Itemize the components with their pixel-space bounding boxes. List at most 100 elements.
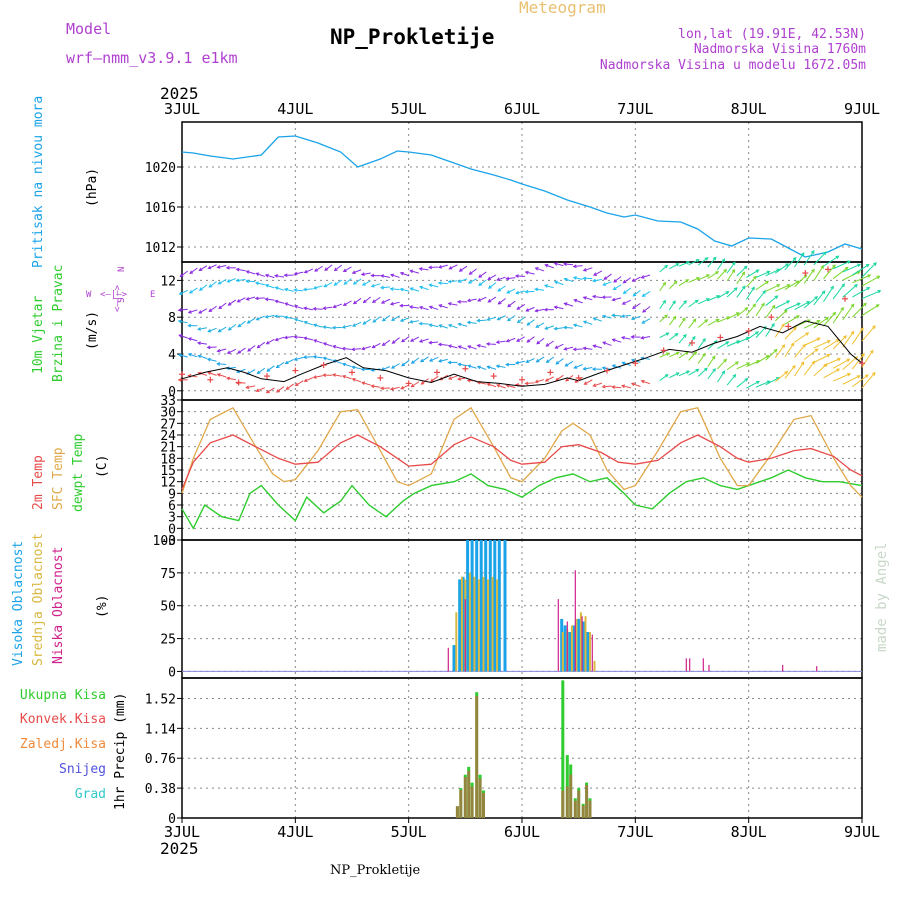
wind-arrow-head (640, 379, 645, 384)
wind-arrow-head (814, 296, 819, 300)
wind-arrow-head (505, 338, 510, 343)
wind-arrow-head (686, 261, 691, 265)
wind-arrow-head (341, 346, 346, 351)
wind-arrow (286, 383, 294, 390)
wind-arrow-head (187, 310, 192, 314)
wind-arrow-head (832, 311, 837, 316)
wind-arrow-head (495, 364, 500, 369)
cloud-bar (584, 616, 587, 672)
wind-arrow-head (665, 352, 670, 356)
wind-arrow (313, 356, 323, 359)
wind-arrow (602, 315, 612, 319)
wind-arrow-head (255, 388, 260, 392)
wind-arrow-head (781, 344, 785, 349)
cloud-bar (557, 599, 559, 672)
wind-arrow-head (611, 297, 616, 302)
wind-arrow (851, 327, 864, 345)
wind-arrow (429, 341, 439, 344)
wind-arrow-head (457, 345, 462, 349)
day-label-top: 6JUL (504, 100, 540, 118)
wind-arrow (467, 365, 477, 369)
wind-arrow-head (743, 265, 748, 270)
cloud-bar (455, 612, 458, 672)
wind-arrow (265, 284, 275, 289)
wind-arrow-head (352, 281, 357, 285)
wind-arrow-head (437, 359, 443, 363)
wind-arrow (236, 268, 246, 272)
wind-arrow (459, 265, 468, 272)
wind-arrow-head (796, 302, 801, 307)
cloud-bar (479, 540, 483, 672)
wind-arrow (516, 303, 526, 310)
wind-arrow-head (430, 378, 434, 383)
wind-arrow (563, 263, 574, 266)
wind-arrow (361, 345, 371, 350)
wind-arrow (563, 326, 574, 329)
wind-arrow-head (447, 324, 452, 328)
wind-arrow-head (786, 300, 791, 304)
wind-arrow-head (322, 325, 327, 329)
wind-arrow-head (525, 359, 530, 363)
wind-arrow (746, 276, 757, 288)
wind-arrow-head (683, 300, 688, 304)
wind-arrow (497, 285, 506, 292)
wind-arrow-head (620, 314, 625, 318)
cloud-bar (488, 540, 492, 672)
wind-arrow (517, 316, 526, 323)
wind-arrow-head (621, 384, 626, 389)
year-top: 2025 (160, 84, 199, 103)
wind-arrow (400, 272, 410, 277)
wind-arrow (467, 298, 477, 302)
wind-arrow-head (216, 348, 221, 353)
wind-arrow (775, 263, 789, 274)
day-label-top: 8JUL (731, 100, 767, 118)
wind-arrow-head (371, 344, 376, 349)
wind-arrow-head (762, 289, 767, 294)
cloud-bar (461, 576, 465, 672)
wind-arrow (198, 372, 208, 376)
wind-arrow (419, 306, 429, 311)
wind-arrow (842, 263, 861, 273)
cloud-bar (708, 664, 710, 672)
wind-arrow-head (602, 341, 607, 345)
wind-arrow (564, 346, 574, 350)
wind-arrow (188, 337, 198, 342)
wind-arrow-head (466, 298, 471, 303)
wind-arrow-head (497, 288, 502, 292)
wind-arrow (409, 320, 419, 323)
wind-arrow (659, 314, 668, 323)
wind-arrow (486, 343, 496, 345)
wind-arrow (266, 365, 275, 372)
wind-arrow (574, 364, 583, 369)
wind-arrow (794, 344, 806, 358)
wind-arrow-head (468, 271, 473, 275)
cloud-bar (581, 621, 585, 672)
wind-arrow-head (189, 270, 194, 275)
wind-arrow-head (418, 306, 423, 310)
wind-arrow (313, 285, 323, 289)
wind-arrow-head (622, 290, 627, 295)
wind-arrow (323, 306, 333, 310)
wind-arrow (784, 302, 801, 311)
wind-arrow (536, 356, 545, 363)
wind-arrow-head (611, 364, 616, 368)
wind-arrow-head (274, 274, 279, 278)
y-tick-label: 0 (168, 385, 176, 400)
wind-arrow (765, 377, 780, 386)
y-tick-label: 9 (168, 487, 176, 502)
wind-arrow-head (816, 320, 821, 324)
y-tick-label: 1016 (145, 201, 176, 216)
day-label-bottom: 9JUL (844, 823, 880, 841)
wind-arrow-head (674, 332, 679, 337)
wind-arrow-head (255, 272, 260, 277)
wind-arrow (526, 336, 535, 343)
wind-arrow-head (856, 375, 861, 379)
wind-arrow-head (447, 302, 452, 306)
wind-arrow-head (632, 305, 636, 309)
wind-arrow-head (514, 360, 520, 365)
precip-bar (482, 792, 485, 818)
wind-arrow (813, 251, 827, 266)
wind-arrow-head (206, 357, 211, 362)
wind-arrow (583, 267, 593, 272)
